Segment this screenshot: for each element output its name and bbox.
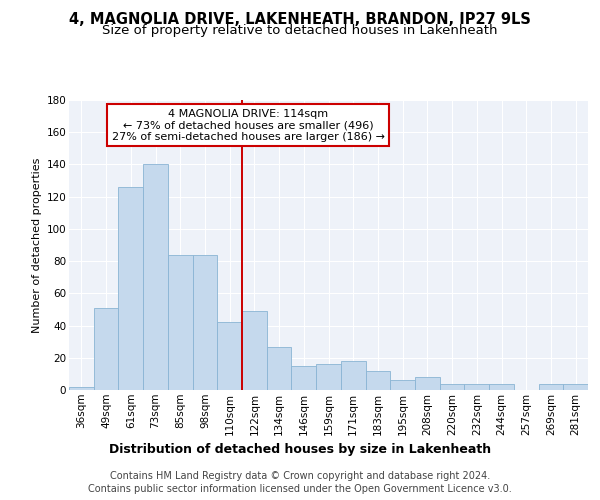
Bar [563, 384, 588, 390]
Bar [539, 384, 563, 390]
Bar [193, 254, 217, 390]
Text: Contains HM Land Registry data © Crown copyright and database right 2024.: Contains HM Land Registry data © Crown c… [110, 471, 490, 481]
Bar [292, 366, 316, 390]
Bar [168, 254, 193, 390]
Bar [365, 370, 390, 390]
Text: 4 MAGNOLIA DRIVE: 114sqm
← 73% of detached houses are smaller (496)
27% of semi-: 4 MAGNOLIA DRIVE: 114sqm ← 73% of detach… [112, 108, 385, 142]
Text: Distribution of detached houses by size in Lakenheath: Distribution of detached houses by size … [109, 442, 491, 456]
Bar [341, 361, 365, 390]
Bar [94, 308, 118, 390]
Text: Contains public sector information licensed under the Open Government Licence v3: Contains public sector information licen… [88, 484, 512, 494]
Bar [118, 187, 143, 390]
Bar [464, 384, 489, 390]
Bar [143, 164, 168, 390]
Bar [267, 346, 292, 390]
Bar [489, 384, 514, 390]
Bar [390, 380, 415, 390]
Bar [69, 387, 94, 390]
Text: Size of property relative to detached houses in Lakenheath: Size of property relative to detached ho… [102, 24, 498, 37]
Bar [316, 364, 341, 390]
Y-axis label: Number of detached properties: Number of detached properties [32, 158, 43, 332]
Bar [242, 311, 267, 390]
Text: 4, MAGNOLIA DRIVE, LAKENHEATH, BRANDON, IP27 9LS: 4, MAGNOLIA DRIVE, LAKENHEATH, BRANDON, … [69, 12, 531, 28]
Bar [415, 377, 440, 390]
Bar [217, 322, 242, 390]
Bar [440, 384, 464, 390]
